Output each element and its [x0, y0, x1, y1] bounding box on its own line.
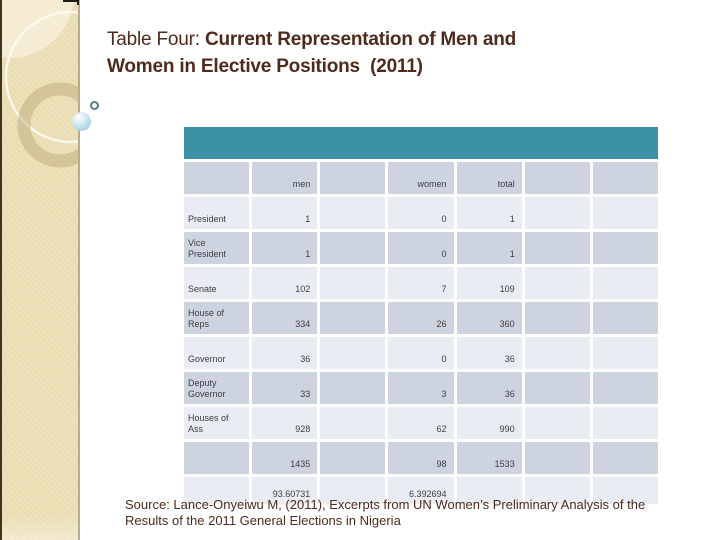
cell-women: 3: [388, 372, 454, 404]
cell-women: 6.392694: [388, 477, 454, 504]
table-header-row: men women total: [184, 162, 658, 194]
source-note: Source: Lance-Onyeiwu M, (2011), Excerpt…: [125, 497, 691, 529]
table-title-band: [184, 127, 658, 159]
cell-women: 7: [388, 267, 454, 299]
row-label: President: [184, 197, 250, 229]
sidebar-circles-decoration: [2, 0, 78, 168]
source-line-1: Source: Lance-Onyeiwu M, (2011), Excerpt…: [125, 497, 646, 512]
cell-men: 1435: [252, 442, 318, 474]
table-row-senate: Senate 102 7 109: [184, 267, 658, 299]
row-label: Deputy Governor: [184, 372, 250, 404]
cell-men: 36: [252, 337, 318, 369]
row-label: [184, 477, 250, 504]
table-row-totals: 1435 98 1533: [184, 442, 658, 474]
row-label: Governor: [184, 337, 250, 369]
ring-icon: [90, 101, 99, 110]
cell-total: 1533: [456, 442, 522, 474]
row-label: Houses of Ass: [184, 407, 250, 439]
cell-women: 0: [388, 197, 454, 229]
cell-total: 1: [456, 197, 522, 229]
header-total: total: [456, 162, 522, 194]
table-row-houses-of-assembly: Houses of Ass 928 62 990: [184, 407, 658, 439]
table-row-vice-president: Vice President 1 0 1: [184, 232, 658, 264]
cell-total: 109: [456, 267, 522, 299]
cell-women: 26: [388, 302, 454, 334]
cell-total: [456, 477, 522, 504]
representation-table: men women total President 1 0 1 Vice Pre…: [181, 124, 661, 507]
cell-total: 36: [456, 372, 522, 404]
cell-total: 360: [456, 302, 522, 334]
source-line-2: Results of the 2011 General Elections in…: [125, 513, 401, 528]
table-band-row: [184, 127, 658, 159]
table-row-president: President 1 0 1: [184, 197, 658, 229]
cell-men: 1: [252, 232, 318, 264]
representation-table-wrap: men women total President 1 0 1 Vice Pre…: [181, 124, 661, 507]
table-row-house-of-reps: House of Reps 334 26 360: [184, 302, 658, 334]
table-row-percentages: 93.60731 6.392694: [184, 477, 658, 504]
top-edge-mark: [63, 0, 79, 5]
table-row-deputy-governor: Deputy Governor 33 3 36: [184, 372, 658, 404]
cell-total: 990: [456, 407, 522, 439]
cell-men: 928: [252, 407, 318, 439]
row-label: [184, 442, 250, 474]
cell-women: 98: [388, 442, 454, 474]
sidebar-bottom-fade: [2, 514, 78, 540]
cell-total: 1: [456, 232, 522, 264]
cell-men: 93.60731: [252, 477, 318, 504]
cell-men: 102: [252, 267, 318, 299]
slide-title-prefix: Table Four:: [107, 29, 205, 50]
row-label: House of Reps: [184, 302, 250, 334]
header-empty: [184, 162, 250, 194]
cell-women: 0: [388, 232, 454, 264]
slide-title-emphasis: Current Representation of Men and Women …: [107, 29, 522, 77]
row-label: Senate: [184, 267, 250, 299]
row-label: Vice President: [184, 232, 250, 264]
cell-women: 0: [388, 337, 454, 369]
cell-men: 1: [252, 197, 318, 229]
cell-men: 33: [252, 372, 318, 404]
cell-men: 334: [252, 302, 318, 334]
table-row-governor: Governor 36 0 36: [184, 337, 658, 369]
header-men: men: [252, 162, 318, 194]
sphere-icon: [72, 112, 91, 131]
cell-total: 36: [456, 337, 522, 369]
sidebar-decoration: [0, 0, 80, 540]
slide-title: Table Four: Current Representation of Me…: [107, 26, 547, 80]
cell-women: 62: [388, 407, 454, 439]
header-women: women: [388, 162, 454, 194]
